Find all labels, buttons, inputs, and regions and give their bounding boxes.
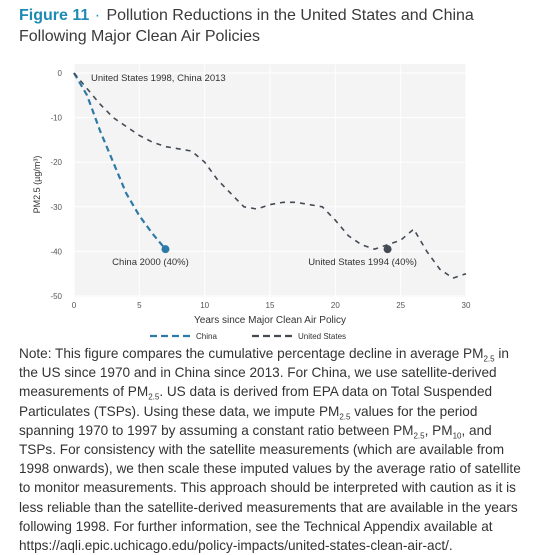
note-text-4: values for the period spanning 1970 to 1… — [19, 403, 478, 438]
x-tick-label: 25 — [396, 301, 405, 310]
y-tick-label: 0 — [58, 69, 63, 78]
annotations: United States 1998, China 2013 China 2000… — [91, 73, 417, 268]
annotation-label: China 2000 (40%) — [112, 257, 189, 268]
x-axis-title: Years since Major Clean Air Policy — [194, 315, 346, 326]
series-line-united-states — [73, 72, 467, 280]
y-tick-label: -40 — [50, 247, 62, 256]
pollution-line-chart: 0 -10 -20 -30 -40 -50 0 5 10 15 20 25 30 Years since … — [32, 64, 471, 341]
title-separator: · — [94, 7, 101, 24]
x-tick-label: 15 — [266, 301, 275, 310]
note-text-2: in the US since 1970 and in China since … — [19, 346, 509, 400]
figure-title: Figure 11 · Pollution Reductions in the … — [19, 5, 539, 47]
legend-label-us: United States — [298, 332, 346, 341]
grid — [73, 65, 467, 297]
axes: 0 -10 -20 -30 -40 -50 0 5 10 15 20 25 30 Years since … — [32, 69, 471, 326]
note-sub-4: 2.5 — [413, 431, 425, 441]
note-text-5: , PM — [424, 422, 453, 438]
note-text-1: Note: This figure compares the cumulativ… — [19, 346, 484, 361]
note-sub-2: 2.5 — [148, 393, 160, 403]
note-sub-1: 2.5 — [483, 354, 495, 364]
y-axis-title: PM2.5 (µg/m³) — [32, 156, 42, 214]
y-tick-label: -30 — [50, 203, 62, 212]
figure-title-text: Pollution Reductions in the United State… — [19, 7, 474, 45]
x-tick-label: 10 — [200, 301, 209, 310]
legend-label-china: China — [196, 332, 217, 341]
y-tick-label: -20 — [50, 158, 62, 167]
annotation-label: United States 1998, China 2013 — [91, 73, 226, 84]
note-text-6: , and TSPs. For consistency with the sat… — [19, 422, 521, 554]
figure-note: Note: This figure compares the cumulativ… — [19, 344, 531, 555]
annotation-label: United States 1994 (40%) — [308, 257, 417, 268]
figure-label: Figure 11 — [19, 7, 90, 24]
note-sub-3: 2.5 — [339, 412, 351, 422]
note-sub-5: 10 — [452, 431, 462, 441]
series — [73, 72, 467, 280]
x-tick-label: 30 — [462, 301, 471, 310]
note-text-3: . US data is derived from EPA data on To… — [19, 384, 493, 419]
y-tick-label: -10 — [50, 114, 62, 123]
x-tick-label: 20 — [331, 301, 340, 310]
end-marker-united-states — [383, 245, 392, 254]
legend: China United States — [150, 332, 346, 341]
y-tick-label: -50 — [50, 292, 62, 301]
series-line-china — [73, 72, 167, 250]
end-marker-china — [161, 245, 170, 254]
x-tick-label: 5 — [137, 301, 142, 310]
x-tick-label: 0 — [72, 301, 77, 310]
